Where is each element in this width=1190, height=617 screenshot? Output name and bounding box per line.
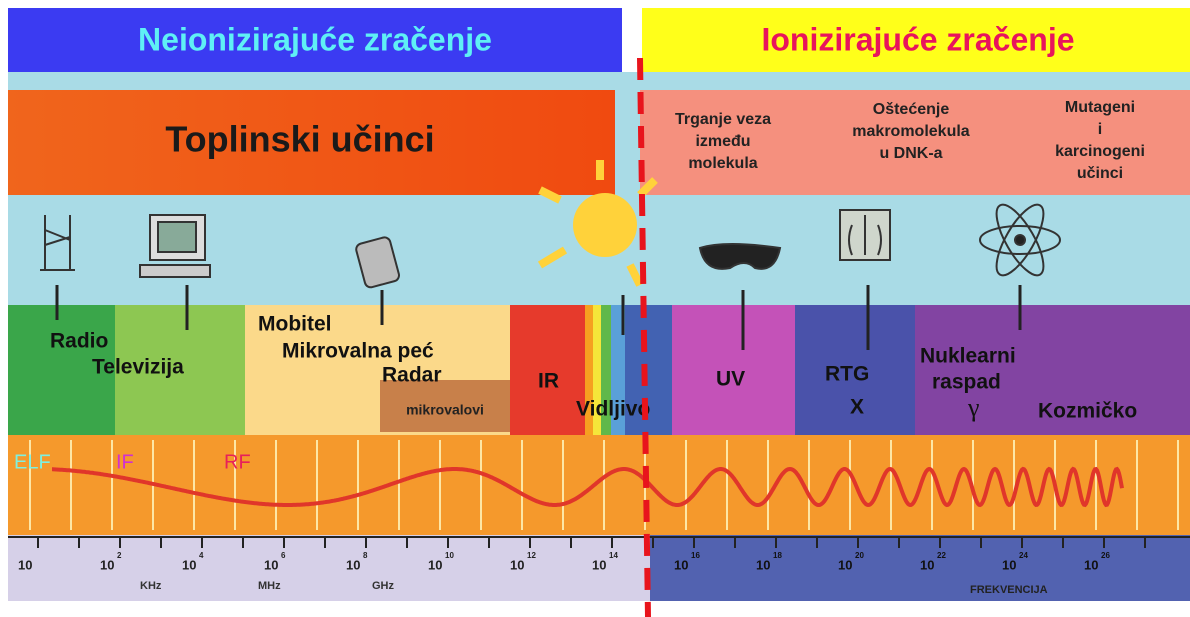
spectrum-diagram: Neionizirajuće zračenje Ionizirajuće zra… bbox=[0, 0, 1190, 617]
header-left: Neionizirajuće zračenje bbox=[138, 21, 492, 57]
tick-base: 10 bbox=[592, 557, 606, 572]
header-right: Ionizirajuće zračenje bbox=[761, 21, 1074, 57]
effect-line: i bbox=[1098, 121, 1102, 138]
label-mobile: Mobitel bbox=[258, 313, 332, 336]
tick-exp: 2 bbox=[117, 551, 122, 560]
effect-line: Trganje veza bbox=[675, 111, 771, 128]
unit-khz: KHz bbox=[140, 580, 162, 592]
tick-base: 10 bbox=[1084, 557, 1098, 572]
label-microwaves: mikrovalovi bbox=[406, 402, 484, 418]
tick-exp: 20 bbox=[855, 551, 864, 560]
label-nuclear-2: raspad bbox=[932, 371, 1001, 394]
tick-base: 10 bbox=[428, 557, 442, 572]
effect-line: makromolekula bbox=[852, 123, 969, 140]
tick-base: 10 bbox=[1002, 557, 1016, 572]
wave-band bbox=[8, 435, 1190, 535]
effect-line: karcinogeni bbox=[1055, 143, 1145, 160]
label-x: X bbox=[850, 396, 864, 419]
effect-line: molekula bbox=[688, 155, 757, 172]
tick-base: 10 bbox=[674, 557, 688, 572]
label-ir: IR bbox=[538, 370, 559, 393]
label-radar: Radar bbox=[382, 364, 442, 387]
tick-exp: 22 bbox=[937, 551, 946, 560]
tick-base: 10 bbox=[756, 557, 770, 572]
tick-base: 10 bbox=[346, 557, 360, 572]
tick-exp: 6 bbox=[281, 551, 286, 560]
label-oven: Mikrovalna peć bbox=[282, 340, 434, 363]
label-radio: Radio bbox=[50, 330, 108, 353]
tick-exp: 26 bbox=[1101, 551, 1110, 560]
label-rf: RF bbox=[224, 451, 251, 473]
tick-base: 10 bbox=[100, 557, 114, 572]
label-gamma: γ bbox=[967, 393, 980, 422]
label-nuclear-1: Nuklearni bbox=[920, 345, 1016, 368]
tick-exp: 18 bbox=[773, 551, 782, 560]
label-rtg: RTG bbox=[825, 363, 869, 386]
label-visible: Vidljivo bbox=[576, 398, 650, 421]
label-elf: ELF bbox=[14, 451, 51, 473]
tick-base: 10 bbox=[920, 557, 934, 572]
tick-exp: 12 bbox=[527, 551, 536, 560]
effect-line: Oštećenje bbox=[873, 101, 950, 118]
label-if: IF bbox=[116, 451, 134, 473]
tick-base: 10 bbox=[182, 557, 196, 572]
effect-line: Mutageni bbox=[1065, 99, 1135, 116]
tick-exp: 24 bbox=[1019, 551, 1028, 560]
label-uv: UV bbox=[716, 368, 745, 391]
thermal-label: Toplinski učinci bbox=[165, 119, 434, 160]
tick-exp: 10 bbox=[445, 551, 454, 560]
tick-exp: 16 bbox=[691, 551, 700, 560]
effect-line: učinci bbox=[1077, 165, 1123, 182]
tick-exp: 8 bbox=[363, 551, 368, 560]
effect-line: između bbox=[695, 133, 750, 150]
tick-exp: 14 bbox=[609, 551, 618, 560]
unit-mhz: MHz bbox=[258, 580, 281, 592]
unit-ghz: GHz bbox=[372, 580, 395, 592]
tick-base: 10 bbox=[838, 557, 852, 572]
tick-base: 10 bbox=[18, 557, 32, 572]
label-tv: Televizija bbox=[92, 356, 184, 379]
axis-title: FREKVENCIJA bbox=[970, 584, 1048, 596]
tick-base: 10 bbox=[264, 557, 278, 572]
tick-base: 10 bbox=[510, 557, 524, 572]
tick-exp: 4 bbox=[199, 551, 204, 560]
label-cosmic: Kozmičko bbox=[1038, 400, 1137, 423]
effect-line: u DNK-a bbox=[879, 145, 942, 162]
